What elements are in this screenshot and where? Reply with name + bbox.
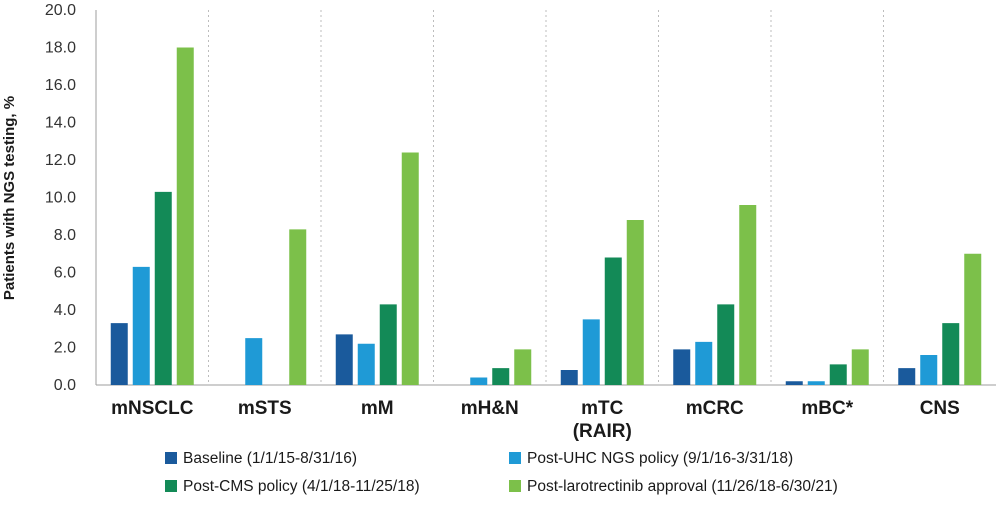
legend-swatch [509, 452, 521, 464]
y-axis-ticks: 0.0 2.0 4.0 6.0 8.0 10.0 12.0 14.0 16.0 18.0 20.0 [45, 2, 76, 394]
legend-label: Post-UHC NGS policy (9/1/16-3/31/18) [527, 450, 793, 467]
y-tick-label: 0.0 [54, 377, 76, 394]
y-tick-label: 4.0 [54, 302, 76, 319]
bar [739, 205, 757, 385]
legend-swatch [165, 480, 177, 492]
bar [785, 381, 803, 385]
y-tick-label: 18.0 [45, 40, 76, 57]
category-separators [208, 10, 884, 385]
bar [582, 319, 600, 385]
category-label: (RAIR) [573, 421, 632, 442]
bar [920, 355, 938, 385]
y-tick-label: 14.0 [45, 115, 76, 132]
legend-label: Baseline (1/1/15-8/31/16) [183, 450, 357, 467]
bar [379, 304, 397, 385]
y-tick-label: 8.0 [54, 227, 76, 244]
bar [357, 343, 375, 385]
bars [110, 47, 982, 385]
bar [829, 364, 847, 385]
bar [176, 47, 194, 385]
bar [492, 368, 510, 385]
bar [154, 191, 172, 385]
y-axis-title: Patients with NGS testing, % [1, 96, 18, 300]
x-axis-category-labels: mNSCLC mSTS mM mH&N mTC(RAIR) mCRC mBC* CNS [111, 398, 960, 442]
category-label: mM [361, 398, 394, 419]
bar [964, 253, 982, 385]
legend-label: Post-larotrectinib approval (11/26/18-6/… [527, 478, 838, 495]
bar [560, 370, 578, 385]
bar [245, 338, 263, 385]
bar [335, 334, 353, 385]
bar [695, 341, 713, 385]
category-label: CNS [920, 398, 960, 419]
bar [604, 257, 622, 385]
bar [110, 323, 128, 385]
y-tick-label: 10.0 [45, 190, 76, 207]
y-tick-label: 12.0 [45, 152, 76, 169]
bar [514, 349, 532, 385]
category-label: mBC* [801, 398, 853, 419]
category-label: mCRC [686, 398, 744, 419]
legend-swatch [165, 452, 177, 464]
category-label: mSTS [238, 398, 292, 419]
bar [132, 266, 150, 385]
category-label: mH&N [461, 398, 519, 419]
bar [807, 381, 825, 385]
bar [717, 304, 735, 385]
bar [401, 152, 419, 385]
bar [851, 349, 869, 385]
bar [942, 323, 960, 385]
legend-label: Post-CMS policy (4/1/18-11/25/18) [183, 478, 420, 495]
legend-swatch [509, 480, 521, 492]
y-tick-label: 16.0 [45, 77, 76, 94]
bar [626, 220, 644, 385]
bar [289, 229, 307, 385]
bar [673, 349, 691, 385]
bar [470, 377, 488, 385]
category-label: mNSCLC [111, 398, 194, 419]
legend: Baseline (1/1/15-8/31/16) Post-UHC NGS po… [165, 450, 838, 495]
category-label: mTC [581, 398, 624, 419]
y-tick-label: 2.0 [54, 340, 76, 357]
bar [898, 368, 916, 385]
y-tick-label: 6.0 [54, 265, 76, 282]
y-tick-label: 20.0 [45, 2, 76, 19]
